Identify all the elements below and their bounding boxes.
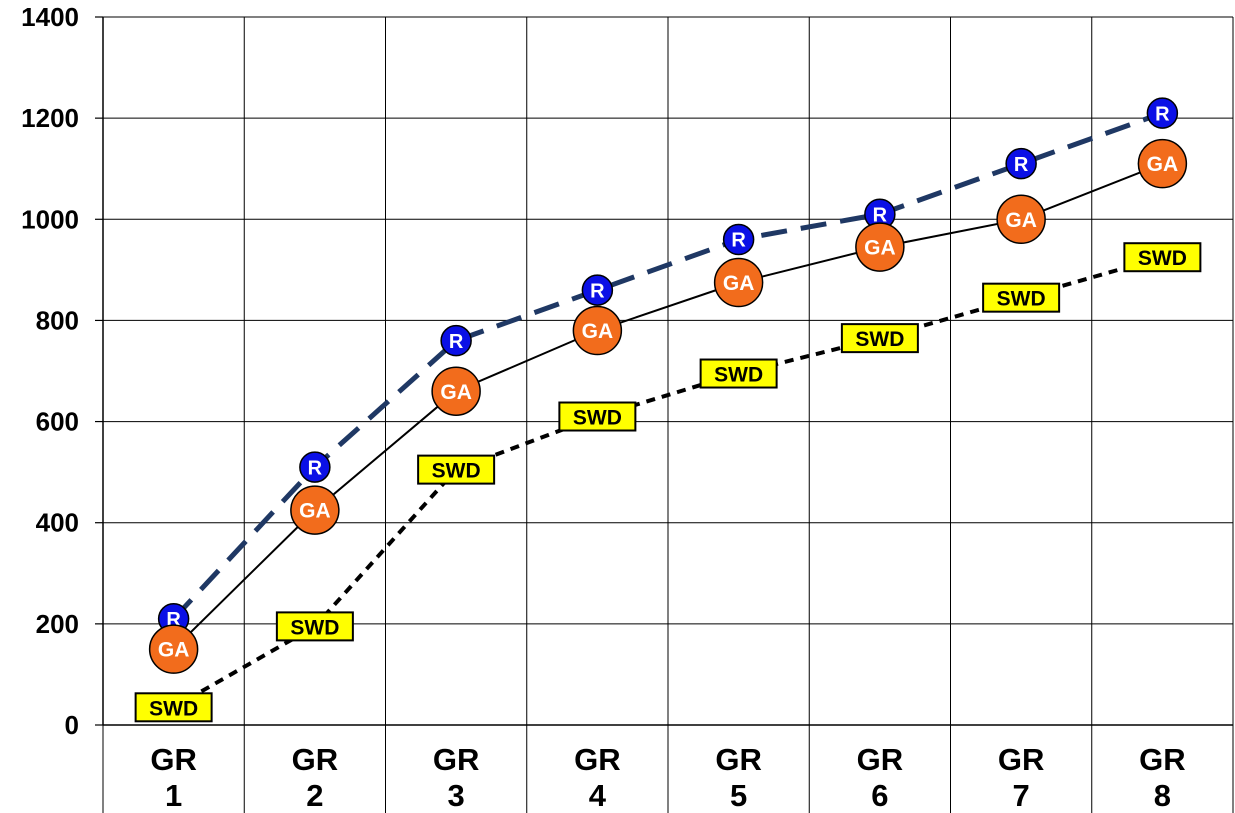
data-point-ga: GA	[855, 222, 905, 272]
marker-label: SWD	[997, 288, 1046, 311]
marker-label: SWD	[290, 616, 339, 639]
data-point-swd: SWD	[275, 611, 354, 642]
x-tick-label: GR	[857, 742, 904, 777]
marker-label: SWD	[432, 460, 481, 483]
data-point-r: R	[1005, 147, 1037, 180]
marker-circle	[581, 274, 614, 306]
data-point-swd: SWD	[1123, 242, 1202, 273]
data-point-ga: GA	[290, 485, 340, 535]
marker-circle	[299, 451, 331, 483]
marker-box	[1123, 242, 1202, 273]
y-tick-label: 0	[65, 710, 79, 740]
marker-circle	[1137, 138, 1188, 189]
x-tick-label: GR	[150, 742, 197, 777]
data-point-ga: GA	[148, 624, 199, 674]
marker-circle	[1005, 147, 1037, 180]
marker-circle	[722, 223, 755, 256]
y-tick-label: 1200	[21, 103, 79, 133]
data-point-swd: SWD	[840, 323, 919, 354]
y-tick-label: 600	[36, 407, 79, 437]
marker-circle	[148, 624, 199, 674]
marker-label: GA	[158, 639, 190, 662]
series-line-r	[171, 110, 1164, 621]
series-markers: SWDSWDSWDSWDSWDSWDSWDSWDRRRRRRRRGAGAGAGA…	[134, 97, 1202, 723]
marker-label: SWD	[855, 328, 904, 351]
x-tick-label: 3	[448, 778, 465, 813]
marker-label: R	[1014, 154, 1029, 176]
y-axis-ticks: 0 200 400 600 800 1000 1200 1400	[21, 2, 103, 740]
data-point-r: R	[299, 451, 331, 483]
series-line-swd	[172, 255, 1163, 710]
y-tick-label: 400	[36, 508, 79, 538]
data-point-r: R	[440, 324, 472, 357]
data-point-swd: SWD	[417, 454, 496, 485]
marker-label: R	[308, 457, 323, 479]
marker-circle	[440, 324, 472, 357]
marker-label: R	[731, 230, 746, 252]
marker-label: GA	[864, 237, 896, 260]
marker-circle	[290, 485, 340, 535]
marker-label: R	[590, 280, 605, 302]
marker-circle	[996, 194, 1046, 245]
marker-label: SWD	[573, 407, 622, 430]
y-tick-label: 1000	[21, 204, 79, 234]
x-tick-label: 2	[306, 778, 323, 813]
x-tick-label: 8	[1154, 778, 1171, 813]
marker-label: R	[449, 331, 464, 353]
marker-box	[134, 692, 213, 723]
marker-label: GA	[1005, 209, 1037, 232]
x-tick-label: GR	[715, 742, 762, 777]
marker-label: SWD	[1138, 247, 1187, 270]
x-tick-label: 6	[871, 778, 888, 813]
x-tick-label: 5	[730, 778, 747, 813]
data-point-ga: GA	[713, 257, 764, 308]
marker-label: R	[1155, 103, 1170, 125]
y-tick-label: 1400	[21, 2, 79, 32]
x-tick-label: GR	[1139, 742, 1186, 777]
marker-label: GA	[582, 320, 614, 343]
marker-circle	[572, 305, 623, 356]
data-point-ga: GA	[431, 366, 481, 416]
marker-box	[558, 401, 637, 432]
grid-lines	[102, 16, 1234, 726]
x-tick-label: GR	[574, 742, 621, 777]
y-tick-label: 200	[36, 609, 79, 639]
marker-box	[982, 282, 1061, 313]
marker-box	[840, 323, 919, 354]
marker-label: GA	[440, 381, 472, 404]
x-tick-label: GR	[292, 742, 339, 777]
y-tick-label: 800	[36, 305, 79, 335]
marker-label: SWD	[714, 364, 763, 387]
x-tick-label: GR	[433, 742, 480, 777]
marker-box	[417, 454, 496, 485]
data-point-swd: SWD	[982, 282, 1061, 313]
marker-circle	[431, 366, 481, 416]
marker-box	[275, 611, 354, 642]
data-point-r: R	[864, 198, 896, 230]
marker-circle	[1146, 97, 1179, 129]
marker-box	[699, 358, 778, 389]
marker-label: GA	[299, 500, 331, 523]
data-point-r: R	[1146, 97, 1179, 129]
marker-label: SWD	[149, 697, 198, 720]
data-point-ga: GA	[996, 194, 1046, 245]
marker-circle	[713, 257, 764, 308]
data-point-r: R	[722, 223, 755, 256]
data-point-swd: SWD	[134, 692, 213, 723]
marker-label: GA	[1147, 153, 1179, 176]
x-tick-label: 4	[589, 778, 607, 813]
x-tick-label: 7	[1013, 778, 1030, 813]
marker-label: R	[873, 204, 888, 226]
data-point-swd: SWD	[558, 401, 637, 432]
data-point-swd: SWD	[699, 358, 778, 389]
data-point-ga: GA	[1137, 138, 1188, 189]
x-tick-label: GR	[998, 742, 1045, 777]
marker-circle	[855, 222, 905, 272]
data-point-ga: GA	[572, 305, 623, 356]
x-tick-label: 1	[165, 778, 182, 813]
marker-label: GA	[723, 272, 755, 295]
data-point-r: R	[581, 274, 614, 306]
